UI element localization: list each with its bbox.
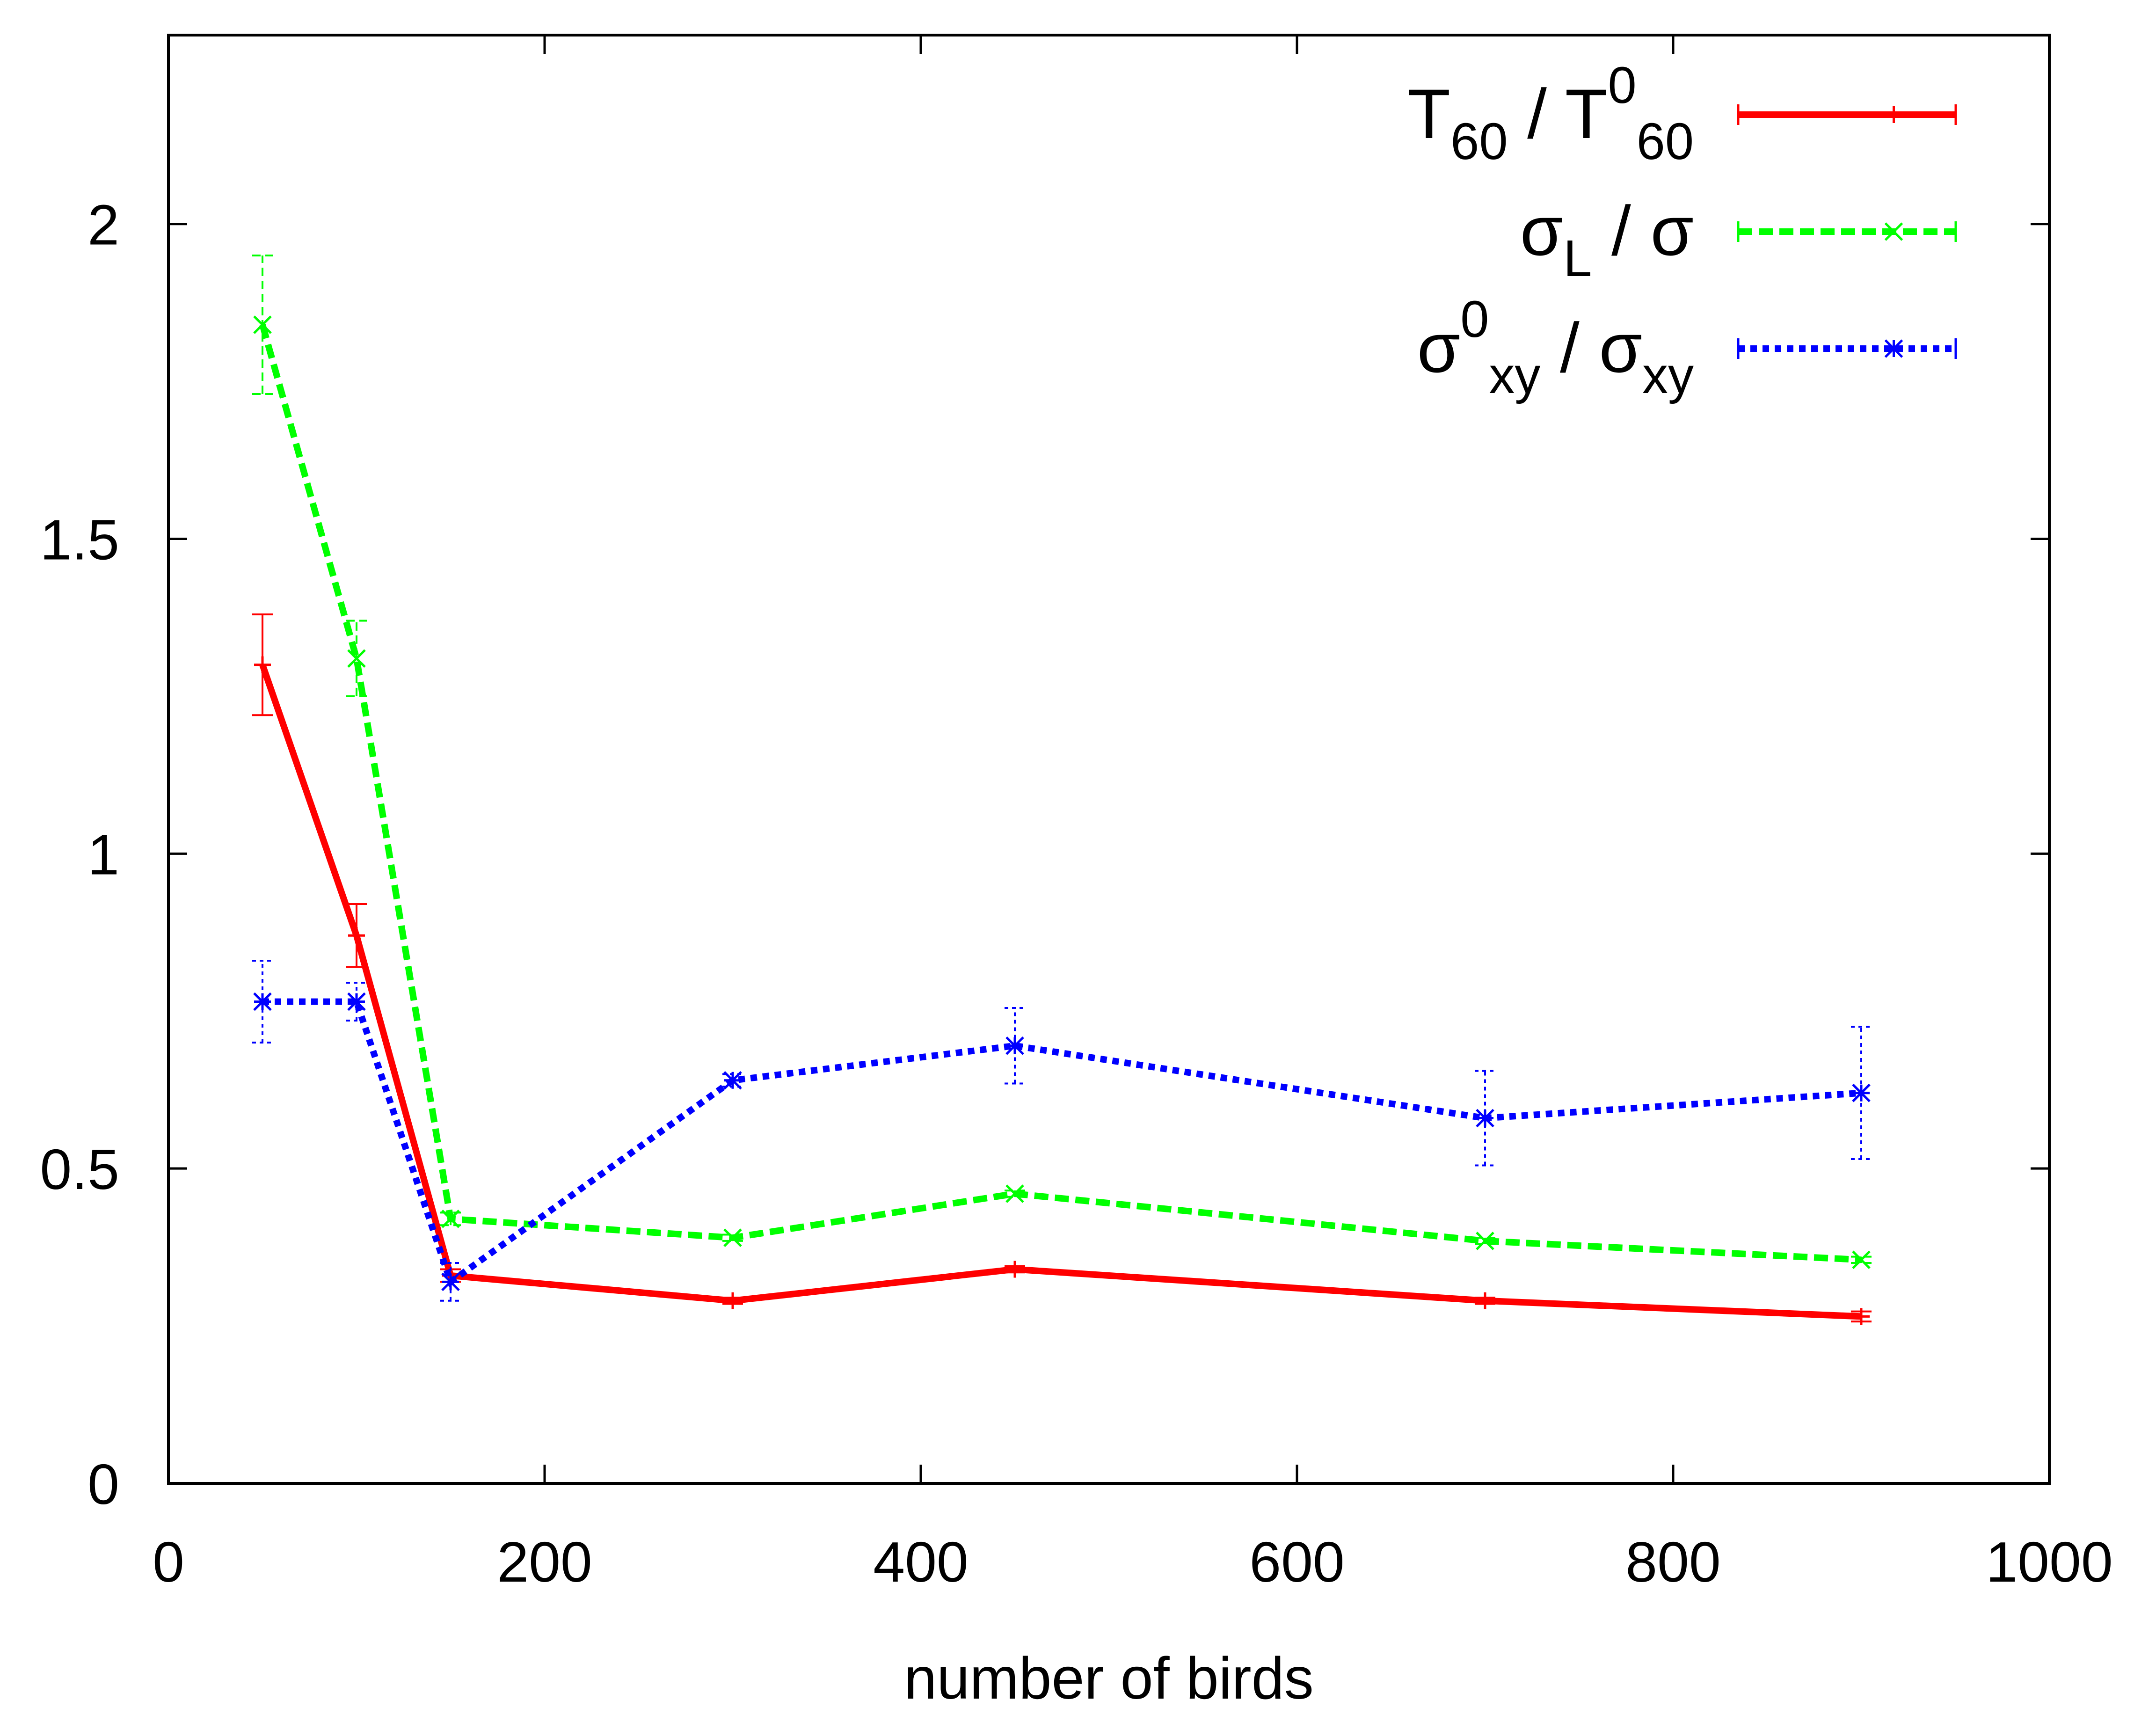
- legend-label-part: 60: [1637, 113, 1694, 170]
- legend-entry-1: σL / σ: [1520, 191, 1957, 287]
- legend-label-part: / T: [1508, 74, 1608, 153]
- data-point: [1005, 1036, 1024, 1055]
- data-point: [1006, 1261, 1023, 1278]
- legend-marker: [1884, 339, 1903, 358]
- data-point: [724, 1292, 741, 1309]
- data-point: [1853, 1308, 1870, 1325]
- error-bar: [1851, 1026, 1872, 1160]
- legend-label-part: xy: [1642, 347, 1694, 404]
- x-tick-label: 800: [1625, 1530, 1721, 1594]
- data-point: [1852, 1250, 1871, 1270]
- legend-label-part: 0: [1460, 291, 1489, 348]
- legend-label-part: / σ: [1540, 308, 1642, 387]
- legend-label: σL / σ: [1520, 191, 1694, 287]
- plot-frame: [167, 34, 2051, 1485]
- plot-marks: [252, 254, 1872, 1325]
- data-point: [723, 1228, 742, 1247]
- data-point: [253, 315, 272, 334]
- legend-marker: [1884, 222, 1903, 241]
- x-tick-label: 0: [153, 1530, 184, 1594]
- x-tick-label: 600: [1249, 1530, 1345, 1594]
- legend-error-cap: [1737, 221, 1957, 242]
- data-point: [441, 1272, 460, 1292]
- x-tick-label: 200: [497, 1530, 592, 1594]
- data-point: [441, 1210, 460, 1228]
- series-1: [252, 254, 1872, 1270]
- data-point: [347, 992, 366, 1011]
- legend-error-cap: [1737, 104, 1957, 125]
- data-point: [1005, 1184, 1024, 1203]
- y-tick-label: 2: [87, 193, 119, 257]
- y-tick-label: 1: [87, 823, 119, 886]
- legend-label-part: xy: [1489, 347, 1540, 404]
- legend-label-part: L: [1563, 230, 1592, 287]
- legend-label-part: 0: [1608, 57, 1636, 114]
- data-point: [254, 656, 271, 673]
- series-2: [252, 960, 1872, 1302]
- legend-label-part: 60: [1450, 113, 1508, 170]
- data-point: [348, 927, 365, 944]
- legend-label-part: T: [1408, 74, 1451, 153]
- data-point: [347, 649, 366, 668]
- legend-label-part: σ: [1417, 308, 1461, 387]
- data-point: [1852, 1083, 1871, 1102]
- x-tick-label: 400: [873, 1530, 969, 1594]
- y-tick-label: 1.5: [40, 508, 119, 572]
- data-point: [1476, 1109, 1494, 1128]
- data-point: [253, 992, 272, 1011]
- legend-label-part: / σ: [1592, 191, 1694, 270]
- legend-label: σ0xy / σxy: [1417, 291, 1694, 404]
- x-tick-label: 1000: [1986, 1530, 2112, 1594]
- data-point: [1476, 1232, 1494, 1250]
- data-point: [1477, 1292, 1493, 1309]
- legend-entry-0: T60 / T060: [1408, 57, 1957, 170]
- legend-marker: [1885, 106, 1902, 123]
- y-tick-label: 0: [87, 1452, 119, 1516]
- x-axis-label: number of birds: [904, 1645, 1313, 1711]
- data-point: [723, 1071, 742, 1090]
- legend-label: T60 / T060: [1408, 57, 1694, 170]
- legend-error-cap: [1737, 338, 1957, 359]
- legend-entry-2: σ0xy / σxy: [1417, 291, 1957, 404]
- legend-label-part: σ: [1520, 191, 1564, 270]
- series-0: [252, 613, 1872, 1325]
- error-bar: [346, 620, 367, 697]
- y-tick-label: 0.5: [40, 1138, 119, 1201]
